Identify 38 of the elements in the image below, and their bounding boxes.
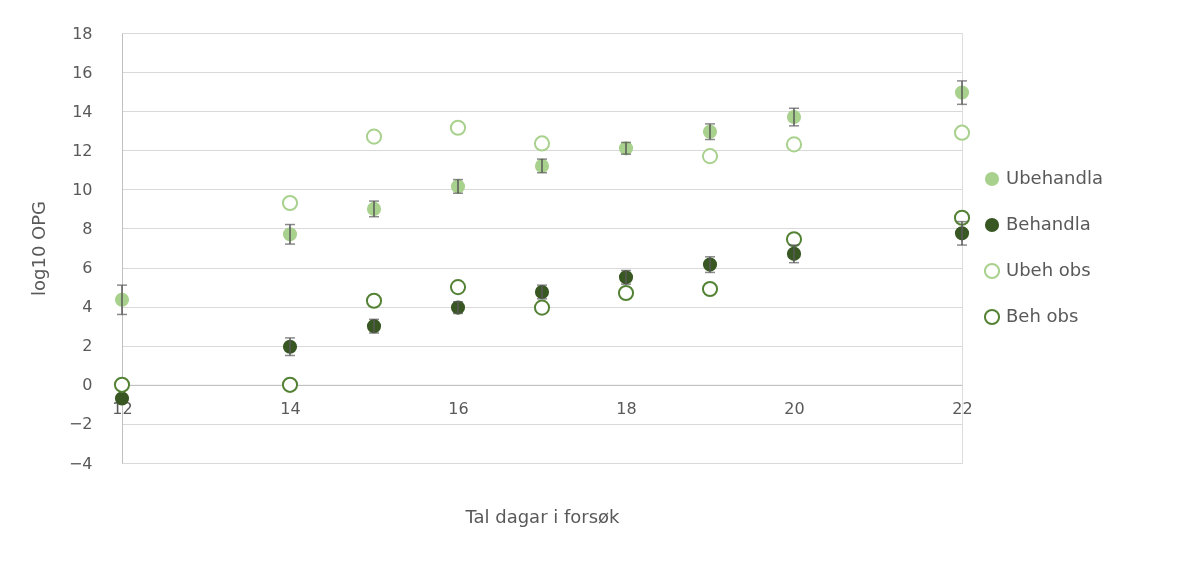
point: [785, 231, 803, 248]
point: [449, 119, 467, 136]
y-tick-label: 0: [82, 375, 93, 395]
point: [449, 279, 467, 296]
point: [785, 136, 803, 153]
point: [701, 148, 719, 165]
point: [533, 135, 551, 152]
point: [281, 376, 299, 393]
x-tick-label: 20: [784, 399, 805, 419]
point: [365, 292, 383, 309]
x-axis-title: Tal dagar i forsøk: [464, 505, 621, 527]
y-tick-label: 16: [72, 62, 93, 82]
point: [365, 128, 383, 145]
x-tick-label: 18: [616, 399, 637, 419]
y-tick-label: 2: [82, 336, 93, 356]
point: [533, 299, 551, 316]
y-tick-label: 12: [72, 140, 93, 160]
y-tick-label: 14: [72, 101, 93, 121]
y-tick-label: −4: [68, 453, 93, 473]
legend-label: Behandla: [1006, 213, 1091, 234]
x-tick-label: 22: [952, 399, 973, 419]
legend-label: Beh obs: [1006, 305, 1079, 326]
point: [617, 284, 635, 302]
legend-label: Ubehandla: [1006, 167, 1103, 188]
y-tick-label: 10: [72, 179, 93, 199]
point: [281, 194, 299, 212]
y-tick-label: 6: [82, 258, 93, 278]
y-tick-label: 8: [82, 218, 93, 238]
point: [113, 376, 131, 393]
y-axis-title: log10 OPG: [27, 200, 49, 297]
point: [953, 124, 971, 141]
x-tick-label: 16: [448, 399, 469, 419]
legend-label: Ubeh obs: [1006, 259, 1091, 280]
y-tick-label: 18: [72, 23, 93, 43]
y-tick-label: 4: [82, 297, 93, 317]
x-tick-label: 14: [280, 399, 301, 419]
point: [701, 280, 719, 298]
y-tick-label: −2: [68, 414, 93, 434]
